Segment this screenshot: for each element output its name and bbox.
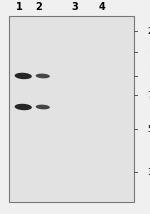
FancyBboxPatch shape [9, 16, 134, 202]
Ellipse shape [15, 104, 32, 110]
Text: 50: 50 [148, 125, 150, 134]
Text: 2: 2 [36, 2, 42, 12]
Text: 37: 37 [148, 168, 150, 177]
Text: 4: 4 [99, 2, 105, 12]
Text: 100: 100 [148, 71, 150, 80]
Text: 250: 250 [148, 27, 150, 36]
Text: 150: 150 [148, 48, 150, 57]
Text: 1: 1 [16, 2, 23, 12]
Ellipse shape [36, 74, 50, 78]
Ellipse shape [15, 73, 32, 79]
Ellipse shape [36, 105, 50, 109]
Text: 3: 3 [72, 2, 78, 12]
Text: 75: 75 [148, 91, 150, 100]
